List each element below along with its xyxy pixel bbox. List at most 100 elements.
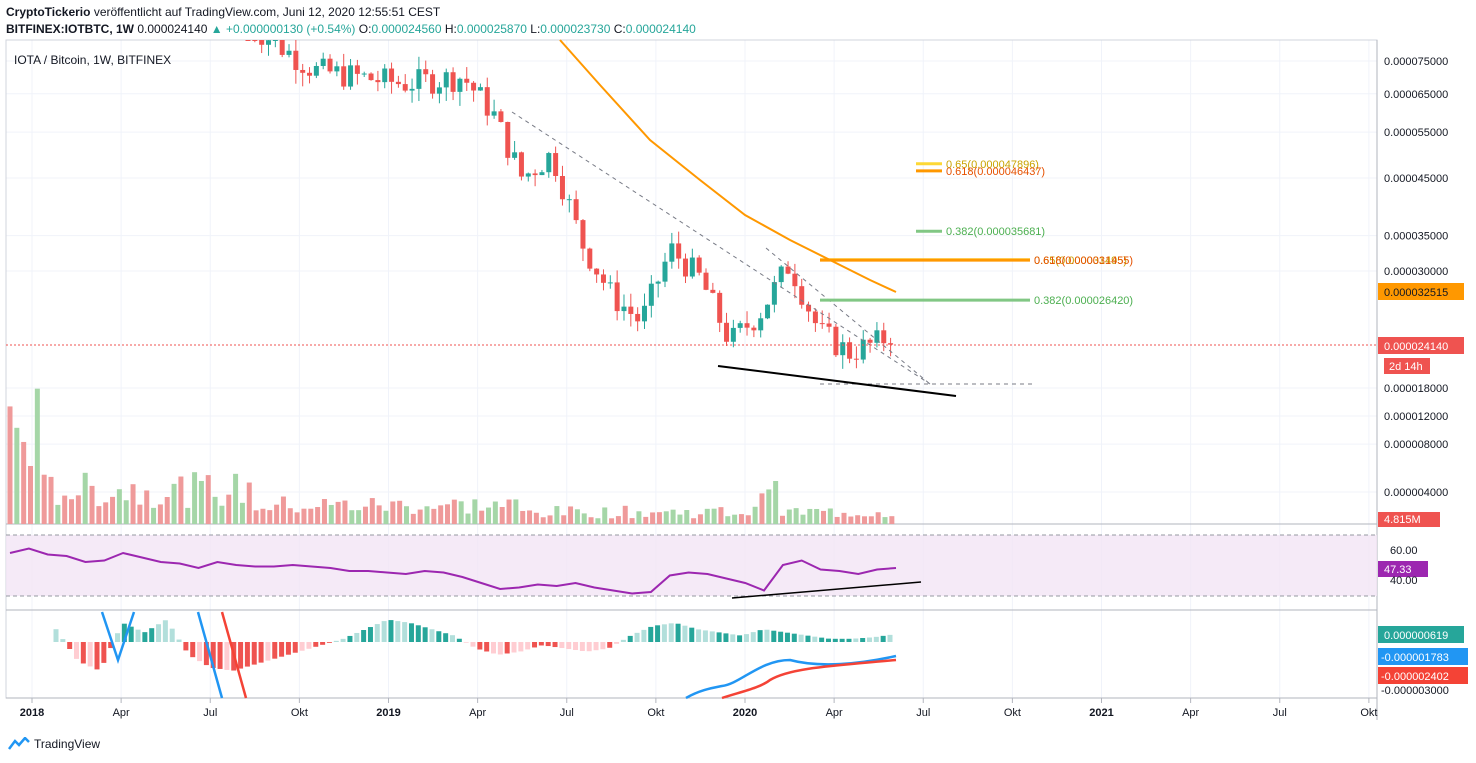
descending-trendline[interactable] — [511, 111, 931, 385]
macd-histogram-bar — [87, 642, 93, 667]
macd-histogram-bar — [436, 631, 442, 642]
macd-histogram-bar — [784, 632, 790, 642]
candle-body — [867, 339, 873, 343]
volume-bar — [445, 504, 451, 524]
price-axis[interactable]: 0.000075000 0.000065000 0.000055000 0.00004… — [1384, 56, 1448, 499]
candle-body — [518, 152, 524, 177]
volume-bar — [472, 499, 478, 524]
macd-histogram-bar — [156, 624, 162, 642]
volume-bar — [315, 507, 321, 524]
volume-bar — [376, 505, 382, 524]
candle-body — [635, 313, 641, 322]
candle-body — [286, 50, 292, 55]
macd-histogram-bar — [210, 642, 216, 668]
macd-histogram-bar — [839, 638, 845, 642]
macd-line-early — [196, 611, 224, 699]
volume-bar — [239, 502, 245, 524]
macd-histogram-bar — [415, 625, 421, 642]
macd-hist-tag: 0.000000619 — [1378, 626, 1464, 643]
volume-bar — [89, 485, 95, 524]
volume-bar — [581, 513, 587, 524]
candle-body — [457, 78, 463, 92]
macd-histogram-bar — [504, 642, 510, 654]
candle-body — [559, 175, 565, 200]
volume-bar — [868, 516, 874, 524]
macd-histogram-bar — [367, 627, 373, 642]
candle-body — [641, 305, 647, 322]
volume-bar — [110, 496, 116, 524]
time-tick-label: Jul — [560, 707, 574, 719]
price-tick-label: 0.000012000 — [1384, 411, 1448, 423]
macd-histogram — [53, 620, 893, 671]
candle-body — [313, 65, 319, 76]
candle-body — [423, 69, 429, 75]
macd-histogram-bar — [600, 642, 606, 650]
candle-body — [525, 173, 531, 177]
price-tick-label: 0.000008000 — [1384, 439, 1448, 451]
rsi-band — [6, 535, 1377, 596]
macd-histogram-bar — [224, 642, 230, 670]
macd-histogram-bar — [190, 642, 196, 658]
volume-bar — [219, 505, 225, 524]
countdown-tag: 2d 14h — [1384, 358, 1430, 374]
published-text: veröffentlicht auf TradingView.com, Juni… — [93, 5, 441, 19]
candle-body — [881, 330, 887, 344]
volume-bar — [28, 465, 34, 524]
macd-histogram-bar — [306, 642, 312, 649]
volume-bar — [855, 515, 861, 524]
support-trendline[interactable] — [717, 365, 957, 397]
macd-histogram-bar — [819, 637, 825, 642]
macd-histogram-bar — [655, 625, 661, 642]
time-tick-label: 2018 — [20, 707, 44, 719]
volume-bar — [848, 516, 854, 524]
fib-level-label: 0.65(0.000031495) — [1034, 255, 1127, 267]
macd-histogram-bar — [121, 623, 127, 642]
ma-price-tag: 0.000032515 — [1378, 283, 1464, 300]
publisher-name[interactable]: CryptoTickerio — [6, 5, 91, 19]
macd-histogram-bar — [463, 642, 469, 643]
macd-histogram-bar — [641, 629, 647, 642]
volume-bar — [527, 510, 533, 524]
candle-body — [279, 40, 285, 55]
descending-trendline-2[interactable] — [765, 247, 931, 385]
candle-body — [395, 81, 401, 85]
macd-histogram-bar — [313, 642, 319, 647]
chart-grid — [6, 40, 1377, 698]
candle-body — [471, 82, 477, 91]
moving-average-line — [559, 39, 897, 293]
macd-histogram-bar — [169, 628, 175, 642]
candle-body — [792, 273, 798, 287]
tradingview-footer[interactable]: TradingView — [8, 737, 100, 751]
macd-histogram-bar — [408, 623, 414, 642]
volume-bar — [96, 506, 102, 524]
current-price-tag: 0.000024140 — [1378, 337, 1464, 354]
macd-histogram-bar — [737, 635, 743, 642]
macd-histogram-bar — [497, 642, 503, 655]
macd-histogram-bar — [101, 642, 107, 663]
candle-body — [744, 323, 750, 328]
candle-body — [847, 342, 853, 359]
candle-body — [648, 283, 654, 306]
macd-histogram-bar — [627, 635, 633, 642]
price-tick-label: 0.000075000 — [1384, 56, 1448, 68]
macd-hist-text: 0.000000619 — [1384, 630, 1448, 642]
volume-bars — [7, 388, 895, 524]
volume-bar — [48, 476, 54, 524]
time-tick-label: Okt — [647, 707, 664, 719]
rsi-level-40: 40.00 — [1390, 575, 1418, 587]
macd-histogram-bar — [620, 639, 626, 642]
macd-histogram-bar — [285, 642, 291, 655]
volume-bar — [636, 511, 642, 524]
volume-bar — [82, 472, 88, 524]
volume-bar — [69, 499, 75, 524]
time-axis[interactable]: 2018 Apr Jul Okt 2019 Apr Jul Okt 2020 Apr Jul Okt 2… — [20, 698, 1378, 719]
volume-bar — [205, 475, 211, 524]
signal-line-early — [220, 611, 248, 699]
volume-bar — [390, 501, 396, 524]
volume-bar — [875, 512, 881, 524]
candle-body — [806, 304, 812, 312]
macd-histogram-bar — [422, 627, 428, 642]
rsi-trendline[interactable] — [731, 581, 922, 599]
volume-bar — [178, 476, 184, 524]
